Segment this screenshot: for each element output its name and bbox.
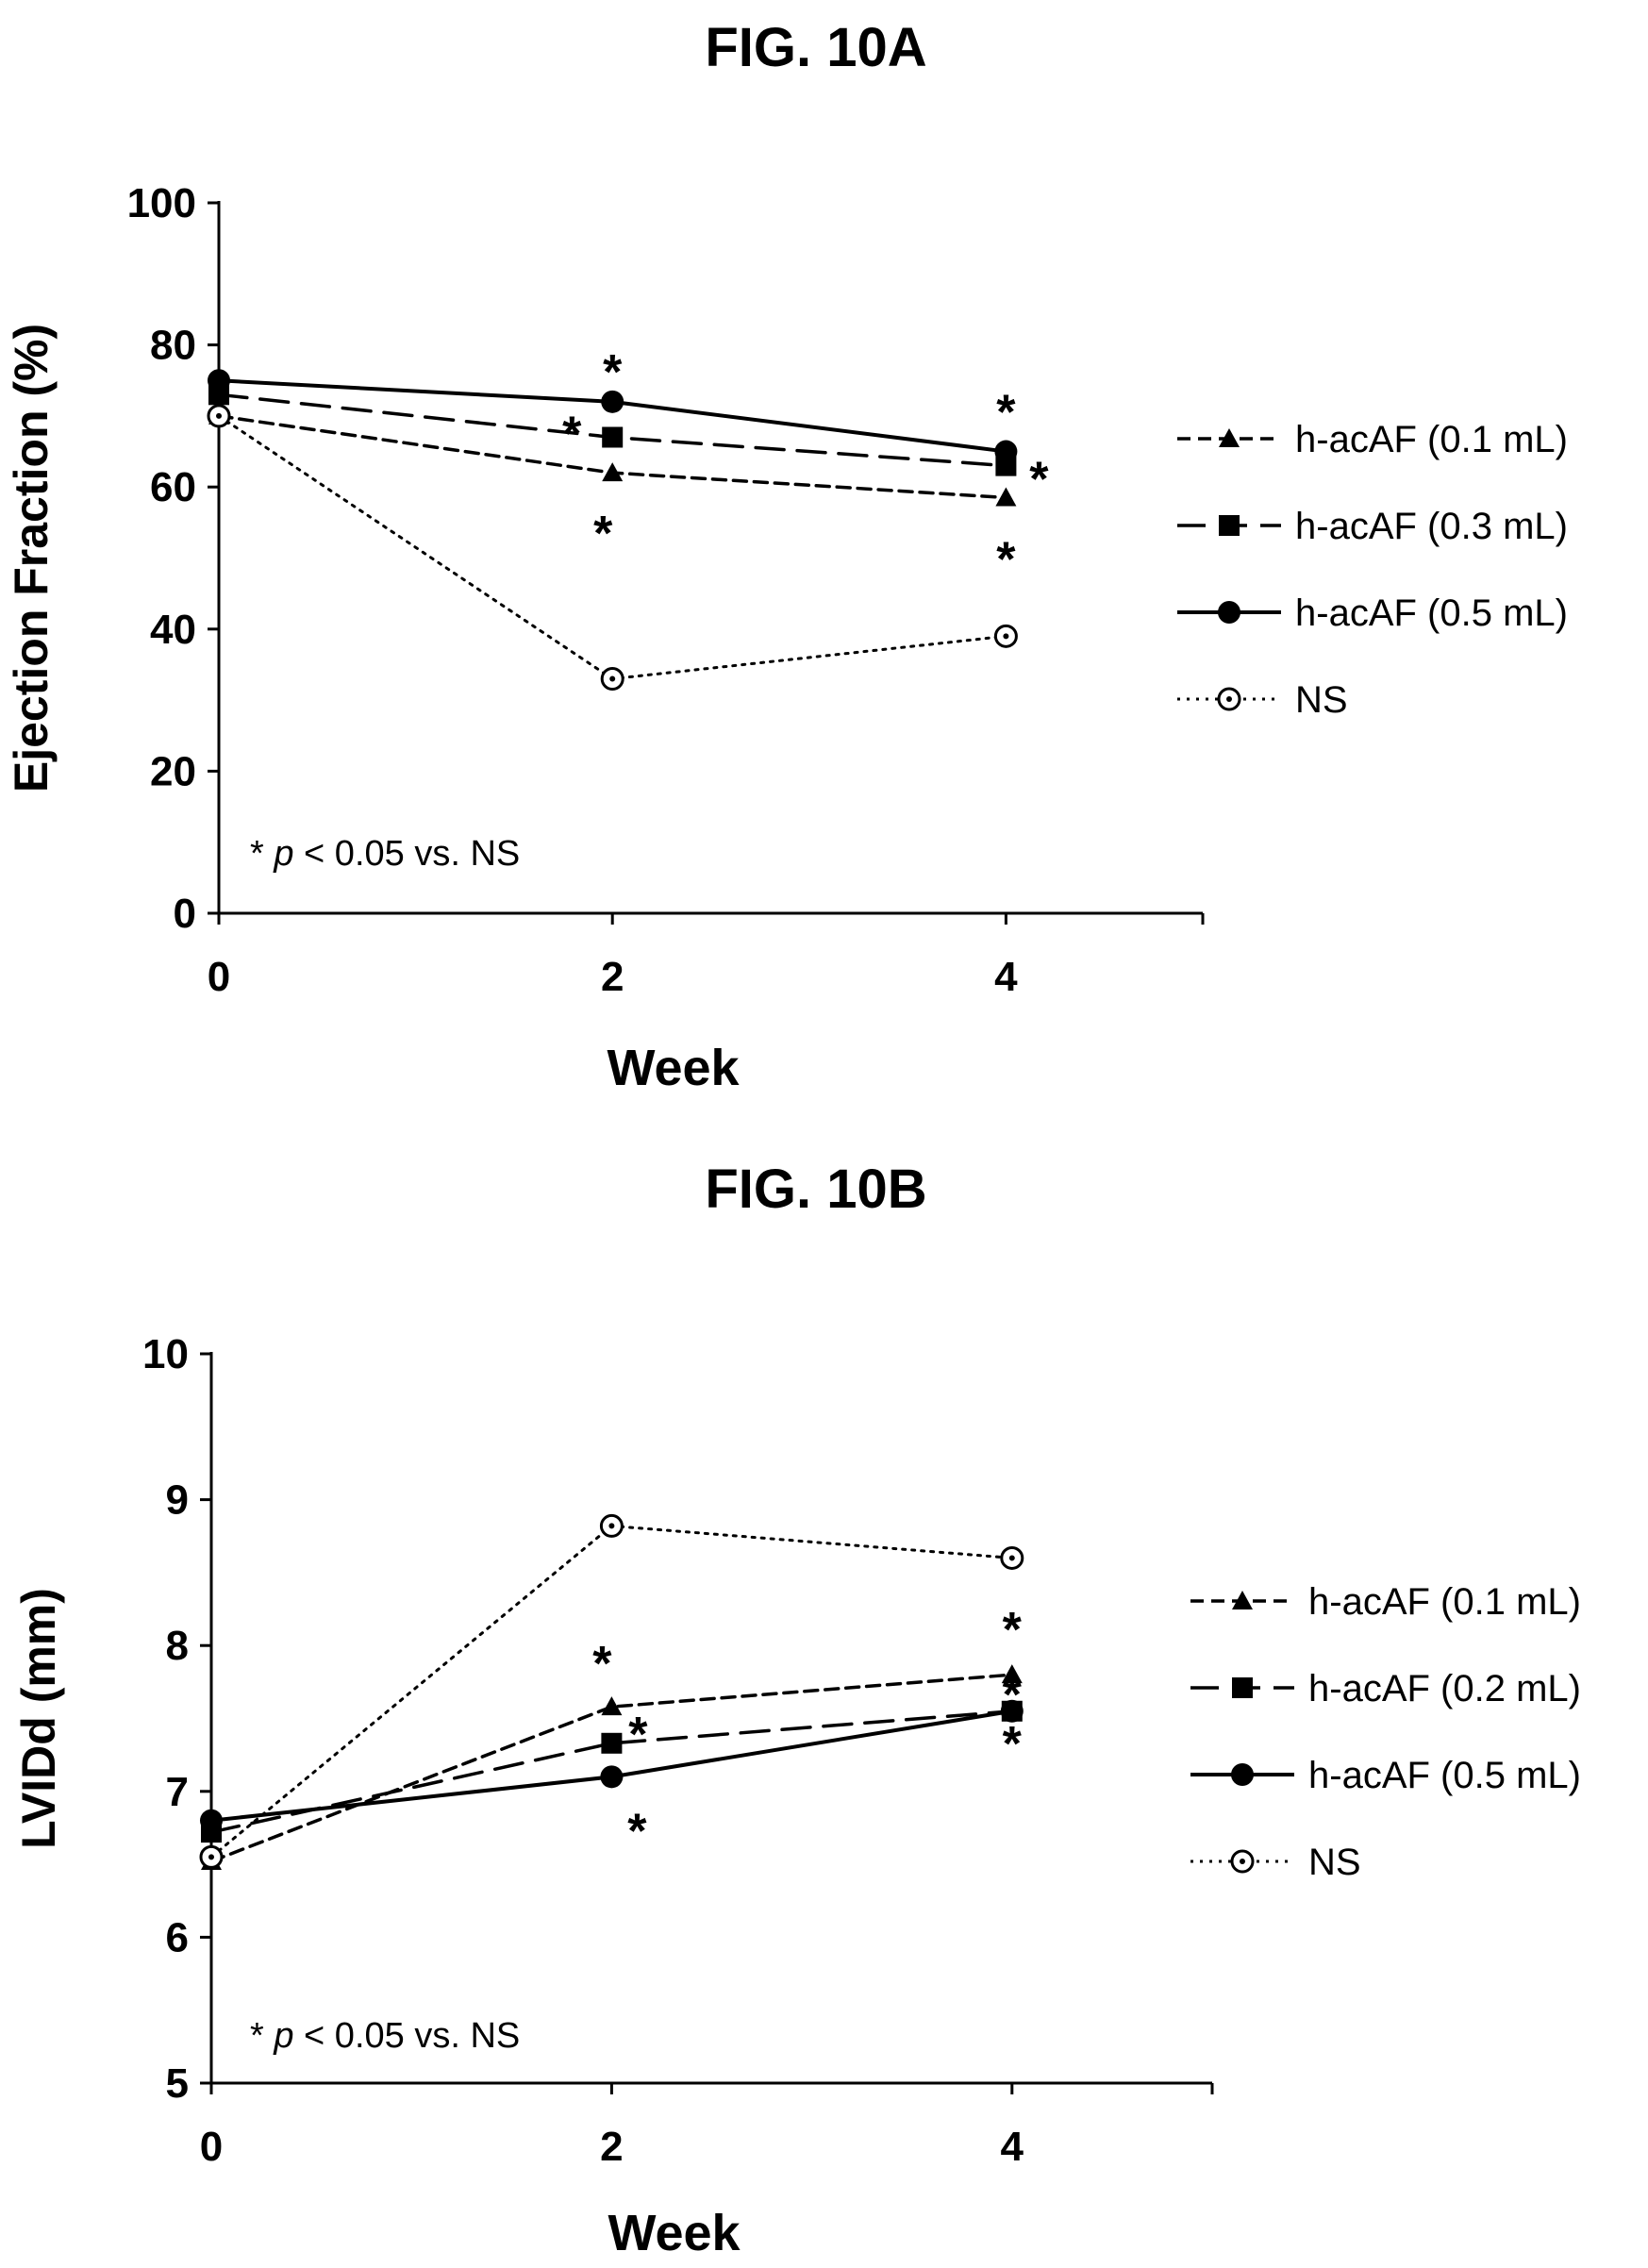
legend-marker-4 — [1230, 1849, 1255, 1874]
y-tick-label: 80 — [150, 323, 196, 369]
figure-10a: FIG. 10A 0 20 40 60 80 100 0 2 4 Week Ejection Frac… — [0, 0, 1648, 1123]
significance-asterisk: * — [562, 407, 582, 461]
y-tick-label: 10 — [142, 1331, 189, 1377]
plot-area: ****** — [207, 345, 1049, 692]
data-point-series-3 — [994, 440, 1018, 463]
significance-asterisk: * — [603, 345, 623, 400]
legend-label-2: h-acAF (0.2 mL) — [1308, 1668, 1581, 1709]
legend-label-3: h-acAF (0.5 mL) — [1295, 592, 1568, 634]
figure-10b: FIG. 10B 5 6 7 8 9 10 0 2 4 Week LVIDd (mm) * * * * * * * … — [0, 1123, 1648, 2268]
axes: 0 20 40 60 80 100 0 2 4 — [127, 180, 1205, 1000]
x-axis-title: Week — [608, 2205, 741, 2261]
axes: 5 6 7 8 9 10 0 2 4 — [142, 1331, 1214, 2170]
y-axis-title: Ejection Fraction (%) — [5, 324, 58, 792]
y-tick-label: 5 — [166, 2060, 189, 2107]
y-axis-title: LVIDd (mm) — [12, 1588, 65, 1849]
legend-marker-2 — [1219, 515, 1240, 536]
legend-marker-1 — [1219, 428, 1240, 447]
data-point-series-1 — [995, 487, 1017, 507]
data-point-series-4-dot — [208, 1854, 214, 1860]
plot-area: ****** — [199, 1513, 1024, 1871]
significance-asterisk: * — [628, 1708, 648, 1762]
data-point-series-4 — [600, 667, 624, 692]
data-point-series-3 — [1000, 1699, 1024, 1723]
legend-marker-2 — [1232, 1677, 1253, 1698]
significance-asterisk: * — [593, 507, 613, 561]
x-axis-title: Week — [607, 1040, 740, 1096]
data-point-series-4 — [207, 404, 231, 428]
x-tick-label: 4 — [994, 954, 1018, 1000]
x-tick-label: 0 — [200, 2124, 223, 2170]
y-tick-label: 100 — [127, 180, 196, 226]
y-tick-label: 60 — [150, 464, 196, 510]
legend: h-acAF (0.1 mL) h-acAF (0.3 mL) h-acAF (0.… — [1177, 419, 1568, 721]
y-tick-label: 40 — [150, 607, 196, 653]
data-point-series-4 — [199, 1844, 224, 1869]
note-prefix: * — [250, 834, 274, 874]
legend: h-acAF (0.1 mL) h-acAF (0.2 mL) h-acAF (0.… — [1190, 1581, 1581, 1883]
note-suffix: < 0.05 vs. NS — [294, 834, 521, 874]
significance-asterisk: * — [592, 1637, 612, 1692]
y-tick-label: 6 — [166, 1914, 189, 1960]
y-tick-label: 8 — [166, 1623, 189, 1669]
series-line-2 — [209, 1709, 1014, 1834]
significance-asterisk: * — [1003, 1603, 1023, 1658]
data-point-series-3 — [601, 390, 624, 413]
x-tick-label: 2 — [600, 2124, 623, 2170]
legend-label-1: h-acAF (0.1 mL) — [1295, 419, 1568, 460]
legend-label-4: NS — [1295, 679, 1348, 721]
significance-asterisk: * — [1029, 453, 1049, 508]
significance-note: * p < 0.05 vs. NS — [250, 2016, 520, 2056]
y-tick-label: 9 — [166, 1477, 189, 1524]
significance-note: * p < 0.05 vs. NS — [250, 834, 520, 874]
y-tick-label: 20 — [150, 748, 196, 794]
note-suffix: < 0.05 vs. NS — [294, 2016, 521, 2056]
legend-label-4: NS — [1308, 1842, 1361, 1883]
note-italic: p — [273, 834, 293, 874]
significance-asterisk: * — [1003, 1717, 1023, 1772]
y-tick-label: 7 — [166, 1769, 189, 1815]
data-point-series-4-dot — [216, 412, 222, 419]
significance-asterisk: * — [1003, 1668, 1023, 1723]
legend-marker-4-dot — [1240, 1859, 1245, 1864]
data-point-series-2 — [601, 1732, 623, 1754]
data-point-series-4-dot — [608, 1523, 615, 1529]
data-point-series-4-dot — [1008, 1555, 1015, 1561]
note-italic: p — [273, 2016, 293, 2056]
data-point-series-4 — [1000, 1545, 1024, 1570]
data-point-series-4 — [599, 1513, 624, 1538]
y-tick-label: 0 — [174, 891, 196, 937]
data-point-series-3 — [200, 1809, 223, 1832]
legend-marker-3 — [1231, 1763, 1254, 1786]
data-point-series-1 — [601, 1696, 623, 1716]
legend-marker-3 — [1218, 601, 1240, 624]
significance-asterisk: * — [627, 1804, 647, 1859]
legend-label-3: h-acAF (0.5 mL) — [1308, 1755, 1581, 1796]
chart-svg: FIG. 10A 0 20 40 60 80 100 0 2 4 Week Ejection Frac… — [5, 17, 1568, 1096]
legend-marker-4 — [1217, 687, 1241, 711]
chart-title: FIG. 10A — [705, 17, 926, 78]
x-tick-label: 0 — [208, 954, 230, 1000]
significance-asterisk: * — [996, 532, 1016, 587]
data-point-series-1 — [1001, 1664, 1023, 1684]
significance-asterisk: * — [996, 386, 1016, 441]
data-point-series-4-dot — [1003, 633, 1009, 640]
data-point-series-2 — [602, 426, 624, 448]
legend-marker-4-dot — [1226, 696, 1232, 702]
x-tick-label: 2 — [601, 954, 624, 1000]
legend-marker-1 — [1232, 1591, 1253, 1609]
data-point-series-4 — [993, 624, 1018, 648]
legend-label-2: h-acAF (0.3 mL) — [1295, 506, 1568, 547]
data-point-series-3 — [208, 369, 230, 392]
data-point-series-1 — [602, 462, 624, 482]
note-prefix: * — [250, 2016, 274, 2056]
chart-title: FIG. 10B — [705, 1159, 926, 1220]
data-point-series-3 — [600, 1765, 624, 1789]
data-point-series-4-dot — [609, 675, 616, 682]
x-tick-label: 4 — [1001, 2124, 1024, 2170]
legend-label-1: h-acAF (0.1 mL) — [1308, 1581, 1581, 1623]
